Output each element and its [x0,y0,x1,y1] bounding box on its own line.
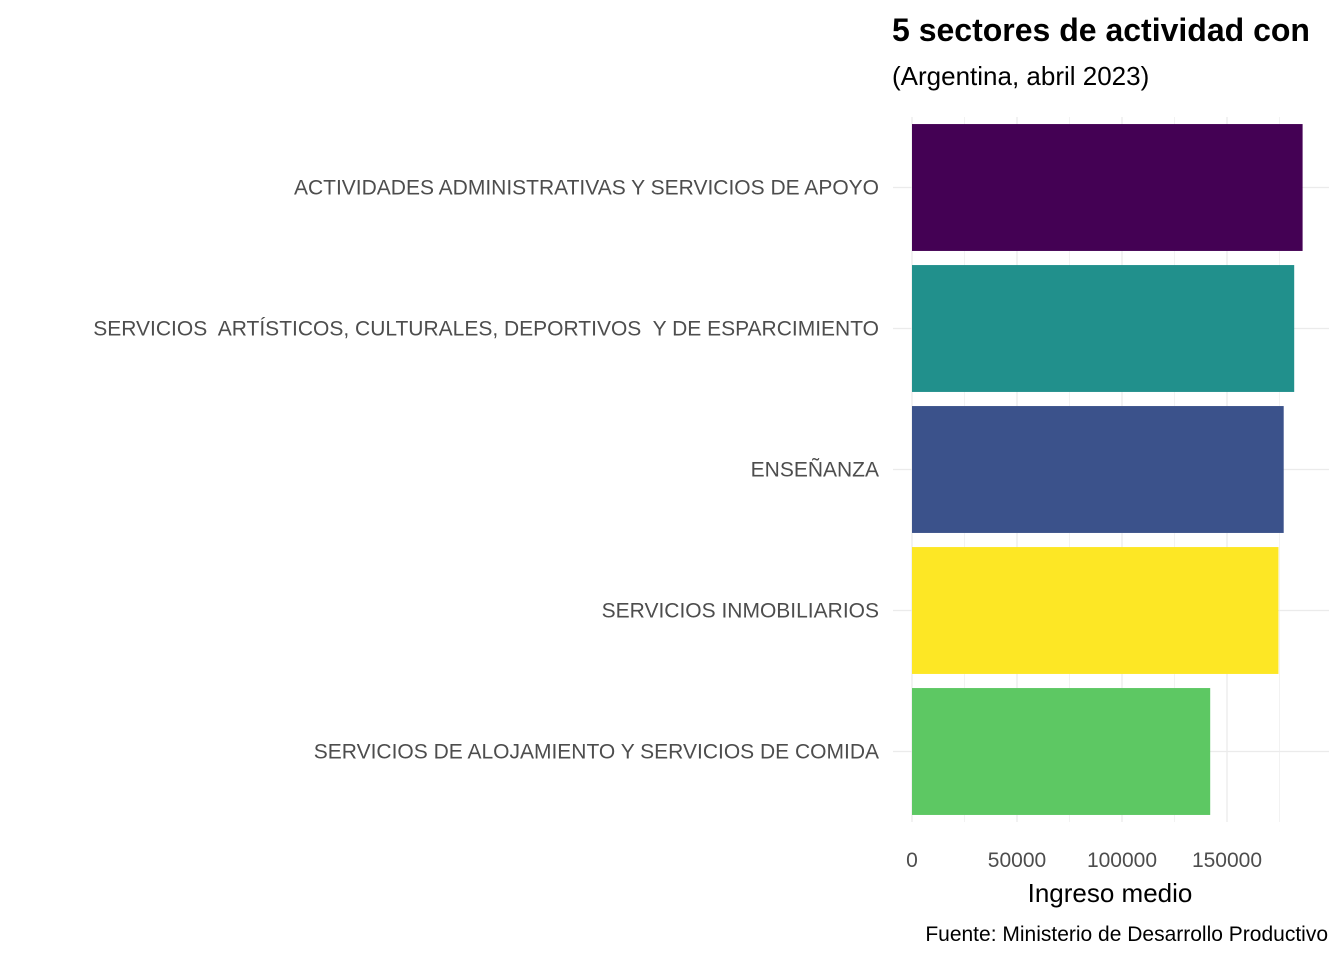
bars [912,124,1303,815]
category-label: SERVICIOS INMOBILIARIOS [602,600,879,623]
chart-subtitle: (Argentina, abril 2023) [892,61,1149,91]
x-tick-label: 150000 [1192,849,1262,872]
x-tick-label: 0 [906,849,918,872]
x-axis-title: Ingreso medio [1028,878,1193,908]
category-label: ENSEÑANZA [751,458,879,482]
bar [912,124,1303,251]
x-axis-ticks: 0 50000 100000 150000 [906,849,1262,872]
x-tick-label: 100000 [1087,849,1157,872]
bar [912,547,1279,674]
category-label: ACTIVIDADES ADMINISTRATIVAS Y SERVICIOS … [294,177,879,200]
category-labels: ACTIVIDADES ADMINISTRATIVAS Y SERVICIOS … [93,177,879,764]
category-label: SERVICIOS DE ALOJAMIENTO Y SERVICIOS DE … [314,741,879,764]
category-label: SERVICIOS ARTÍSTICOS, CULTURALES, DEPORT… [93,318,879,341]
x-tick-label: 50000 [988,849,1046,872]
chart-caption: Fuente: Ministerio de Desarrollo Product… [925,923,1328,946]
bar [912,406,1284,533]
chart-title: 5 sectores de actividad con [892,12,1310,48]
bar [912,265,1295,392]
bar [912,688,1211,815]
